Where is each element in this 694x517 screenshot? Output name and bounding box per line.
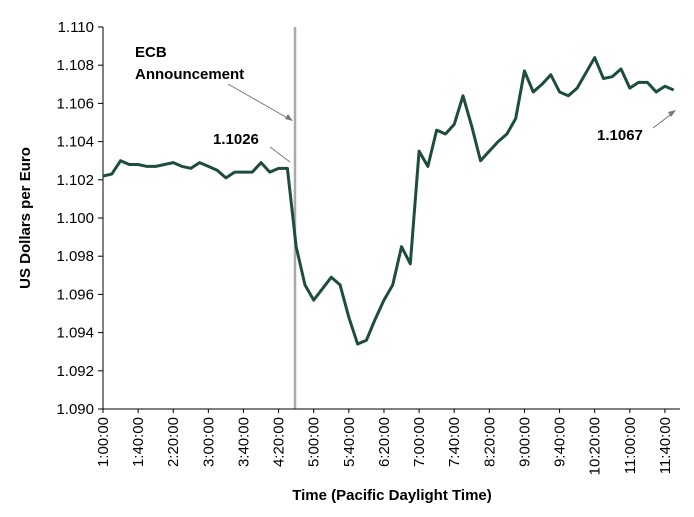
x-tick-label: 9:00:00 bbox=[516, 417, 533, 467]
x-axis-label: Time (Pacific Daylight Time) bbox=[292, 487, 492, 504]
y-tick-label: 1.110 bbox=[58, 19, 94, 36]
line-series bbox=[102, 56, 675, 346]
x-tick-label: 4:20:00 bbox=[271, 417, 288, 467]
annotation: 1.1067 bbox=[597, 127, 643, 144]
x-tick-label: 5:00:00 bbox=[306, 417, 323, 467]
arrow-head bbox=[285, 114, 293, 121]
x-tick-label: 7:40:00 bbox=[446, 417, 463, 467]
annotation-arrow bbox=[269, 146, 291, 163]
y-tick-label: 1.094 bbox=[56, 325, 94, 342]
arrow-head bbox=[668, 110, 676, 117]
annotation-arrow bbox=[227, 83, 292, 121]
y-tick-label: 1.098 bbox=[56, 248, 94, 265]
annotation: Announcement bbox=[135, 66, 244, 83]
y-tick-label: 1.106 bbox=[56, 95, 94, 112]
y-tick-label: 1.104 bbox=[56, 134, 94, 151]
y-tick-label: 1.096 bbox=[56, 286, 94, 303]
y-tick-label: 1.090 bbox=[56, 401, 94, 418]
x-tick-label: 9:40:00 bbox=[552, 417, 569, 467]
x-tick-label: 1:40:00 bbox=[130, 417, 147, 467]
x-tick-label: 3:00:00 bbox=[200, 417, 217, 467]
y-tick-label: 1.100 bbox=[56, 210, 94, 227]
x-tick-label: 6:20:00 bbox=[376, 417, 393, 467]
annotation: 1.1026 bbox=[213, 131, 259, 148]
x-tick-label: 3:40:00 bbox=[235, 417, 252, 467]
y-tick-label: 1.092 bbox=[56, 363, 94, 380]
y-tick-label: 1.108 bbox=[56, 57, 94, 74]
y-tick-label: 1.102 bbox=[56, 172, 94, 189]
x-tick-label: 5:40:00 bbox=[341, 417, 358, 467]
y-axis-label: US Dollars per Euro bbox=[17, 147, 34, 289]
x-tick-label: 11:40:00 bbox=[657, 417, 674, 474]
x-tick-label: 8:20:00 bbox=[481, 417, 498, 467]
x-tick-label: 10:20:00 bbox=[587, 417, 604, 475]
x-tick-label: 7:00:00 bbox=[411, 417, 428, 467]
x-tick-label: 1:00:00 bbox=[95, 417, 112, 467]
annotation: ECB bbox=[135, 44, 167, 61]
x-tick-label: 11:00:00 bbox=[622, 417, 639, 474]
x-tick-label: 2:20:00 bbox=[165, 417, 182, 467]
